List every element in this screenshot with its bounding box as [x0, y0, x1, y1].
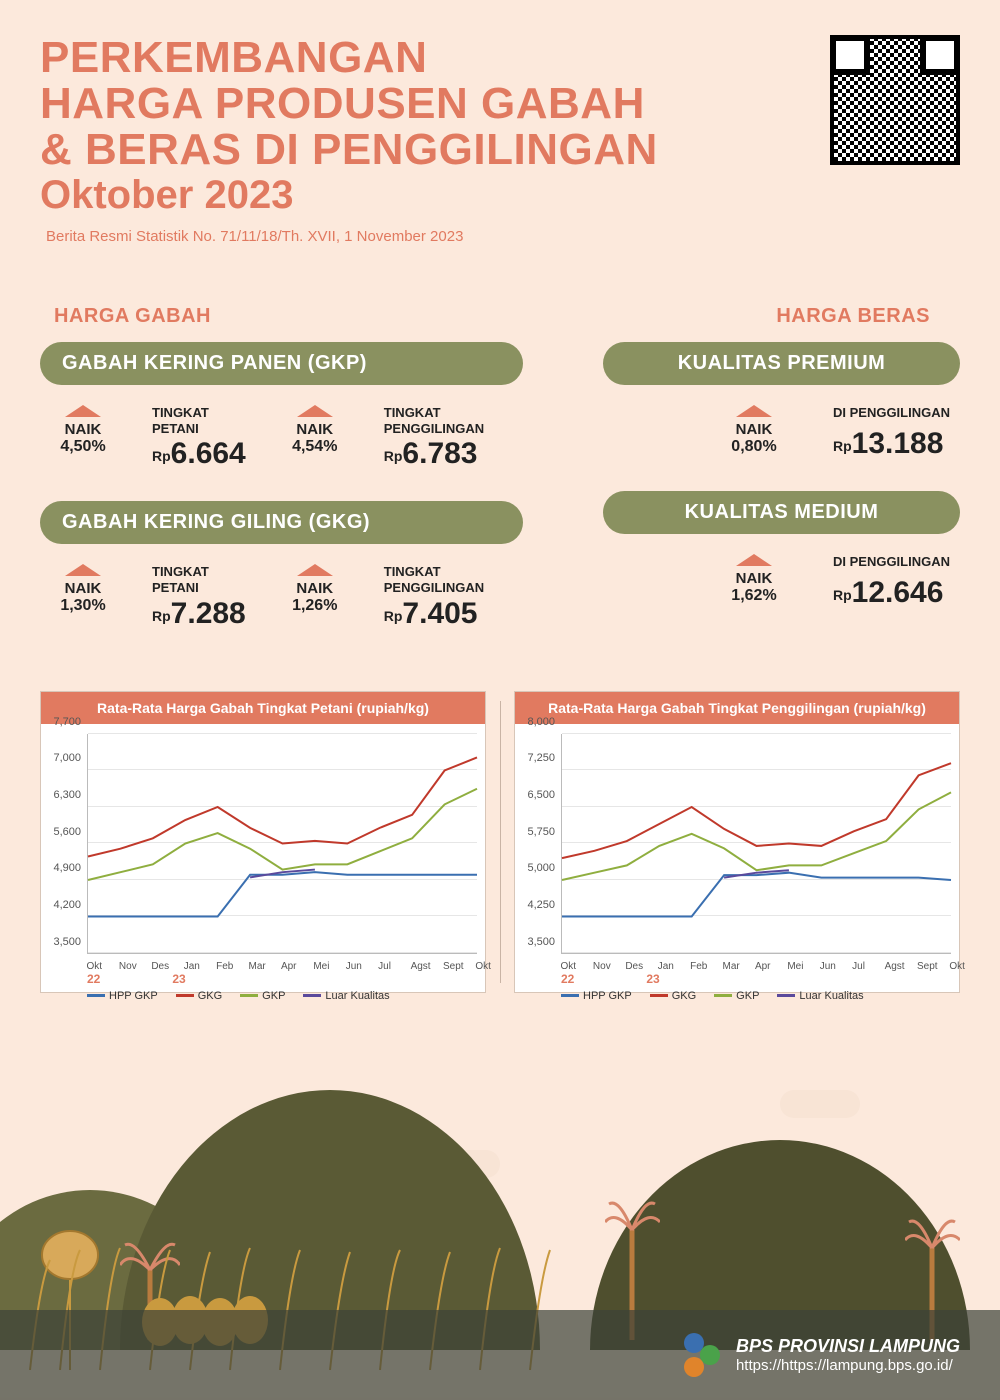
gkg-a-pct: 1,30%	[44, 597, 122, 615]
medium-value: DI PENGGILINGAN Rp12.646	[833, 554, 950, 610]
gkg-a-rp: Rp	[152, 608, 171, 624]
chart-separator	[500, 701, 501, 983]
premium-naik: NAIK	[715, 421, 793, 438]
arrow-up-icon	[65, 564, 101, 576]
footer-url: https://https://lampung.bps.go.id/	[736, 1357, 960, 1374]
footer-org: BPS PROVINSI LAMPUNG	[736, 1336, 960, 1357]
gkg-b-val: 7.405	[402, 597, 477, 630]
chart-left: Rata-Rata Harga Gabah Tingkat Petani (ru…	[40, 691, 486, 993]
footer-scene: BPS PROVINSI LAMPUNG https://https://lam…	[0, 1050, 1000, 1400]
premium-rp: Rp	[833, 438, 852, 454]
pill-gkp: GABAH KERING PANEN (GKP)	[40, 342, 523, 385]
gkp-b-val: 6.783	[402, 437, 477, 470]
gkg-a-value: TINGKAT PETANI Rp7.288	[152, 564, 246, 631]
charts: Rata-Rata Harga Gabah Tingkat Petani (ru…	[0, 691, 1000, 993]
gkg-b-l1: TINGKAT	[384, 564, 484, 580]
premium-val: 13.188	[852, 427, 944, 460]
gkp-a-value: TINGKAT PETANI Rp6.664	[152, 405, 246, 472]
gkp-a-l2: PETANI	[152, 421, 246, 437]
gkg-b-arrow: NAIK 1,26%	[276, 564, 354, 631]
premium-l1: DI PENGGILINGAN	[833, 405, 950, 421]
medium-arrow: NAIK 1,62%	[715, 554, 793, 610]
gkg-a-val: 7.288	[171, 597, 246, 630]
gkg-a-arrow: NAIK 1,30%	[44, 564, 122, 631]
gkp-b-l2: PENGGILINGAN	[384, 421, 484, 437]
gkp-b-arrow: NAIK 4,54%	[276, 405, 354, 472]
gkp-b-pct: 4,54%	[276, 438, 354, 456]
gkg-b-value: TINGKAT PENGGILINGAN Rp7.405	[384, 564, 484, 631]
gkp-b-rp: Rp	[384, 448, 403, 464]
title-block: PERKEMBANGAN HARGA PRODUSEN GABAH & BERA…	[40, 35, 658, 245]
cloud-icon	[780, 1090, 860, 1118]
gkp-b-naik: NAIK	[276, 421, 354, 438]
pill-medium: KUALITAS MEDIUM	[603, 491, 960, 534]
gkp-a-arrow: NAIK 4,50%	[44, 405, 122, 472]
col-beras: HARGA BERAS KUALITAS PREMIUM NAIK 0,80% …	[603, 305, 960, 661]
medium-naik: NAIK	[715, 570, 793, 587]
header: PERKEMBANGAN HARGA PRODUSEN GABAH & BERA…	[0, 0, 1000, 245]
gkp-a-val: 6.664	[171, 437, 246, 470]
chart-right-body: 3,5004,2505,0005,7506,5007,2508,000OktNo…	[515, 724, 959, 992]
pill-premium: KUALITAS PREMIUM	[603, 342, 960, 385]
chart-left-body: 3,5004,2004,9005,6006,3007,0007,700OktNo…	[41, 724, 485, 992]
medium-val: 12.646	[852, 576, 944, 609]
medium-l1: DI PENGGILINGAN	[833, 554, 950, 570]
bps-logo-icon	[678, 1333, 722, 1377]
premium-pct: 0,80%	[715, 438, 793, 456]
medium-row: NAIK 1,62% DI PENGGILINGAN Rp12.646	[603, 534, 960, 640]
gkp-a-pct: 4,50%	[44, 438, 122, 456]
gkp-b-value: TINGKAT PENGGILINGAN Rp6.783	[384, 405, 484, 472]
gkp-a-naik: NAIK	[44, 421, 122, 438]
gkg-b-l2: PENGGILINGAN	[384, 580, 484, 596]
medium-rp: Rp	[833, 587, 852, 603]
chart-right-title: Rata-Rata Harga Gabah Tingkat Penggiling…	[515, 692, 959, 724]
gkg-a-l1: TINGKAT	[152, 564, 246, 580]
gkg-a-l2: PETANI	[152, 580, 246, 596]
arrow-up-icon	[736, 554, 772, 566]
gkg-b-rp: Rp	[384, 608, 403, 624]
medium-pct: 1,62%	[715, 587, 793, 605]
gkp-row: NAIK 4,50% TINGKAT PETANI Rp6.664 NAIK 4…	[40, 385, 523, 502]
footer-text: BPS PROVINSI LAMPUNG https://https://lam…	[736, 1336, 960, 1374]
chart-left-title: Rata-Rata Harga Gabah Tingkat Petani (ru…	[41, 692, 485, 724]
col-gabah: HARGA GABAH GABAH KERING PANEN (GKP) NAI…	[40, 305, 523, 661]
gkg-a-naik: NAIK	[44, 580, 122, 597]
section-title-beras: HARGA BERAS	[603, 305, 930, 328]
title-line-1: PERKEMBANGAN	[40, 35, 658, 81]
gkg-b-pct: 1,26%	[276, 597, 354, 615]
title-month: Oktober 2023	[40, 174, 658, 216]
footer-band: BPS PROVINSI LAMPUNG https://https://lam…	[0, 1310, 1000, 1400]
section-title-gabah: HARGA GABAH	[54, 305, 523, 328]
premium-row: NAIK 0,80% DI PENGGILINGAN Rp13.188	[603, 385, 960, 491]
arrow-up-icon	[736, 405, 772, 417]
qr-code-icon	[830, 35, 960, 165]
arrow-up-icon	[297, 405, 333, 417]
title-line-3: & BERAS DI PENGGILINGAN	[40, 127, 658, 173]
subtitle: Berita Resmi Statistik No. 71/11/18/Th. …	[46, 228, 658, 245]
stats-content: HARGA GABAH GABAH KERING PANEN (GKP) NAI…	[0, 245, 1000, 661]
premium-value: DI PENGGILINGAN Rp13.188	[833, 405, 950, 461]
premium-arrow: NAIK 0,80%	[715, 405, 793, 461]
gkp-b-l1: TINGKAT	[384, 405, 484, 421]
arrow-up-icon	[65, 405, 101, 417]
arrow-up-icon	[297, 564, 333, 576]
gkg-b-naik: NAIK	[276, 580, 354, 597]
chart-right: Rata-Rata Harga Gabah Tingkat Penggiling…	[514, 691, 960, 993]
gkp-a-rp: Rp	[152, 448, 171, 464]
gkp-a-l1: TINGKAT	[152, 405, 246, 421]
title-line-2: HARGA PRODUSEN GABAH	[40, 81, 658, 127]
pill-gkg: GABAH KERING GILING (GKG)	[40, 501, 523, 544]
gkg-row: NAIK 1,30% TINGKAT PETANI Rp7.288 NAIK 1…	[40, 544, 523, 661]
